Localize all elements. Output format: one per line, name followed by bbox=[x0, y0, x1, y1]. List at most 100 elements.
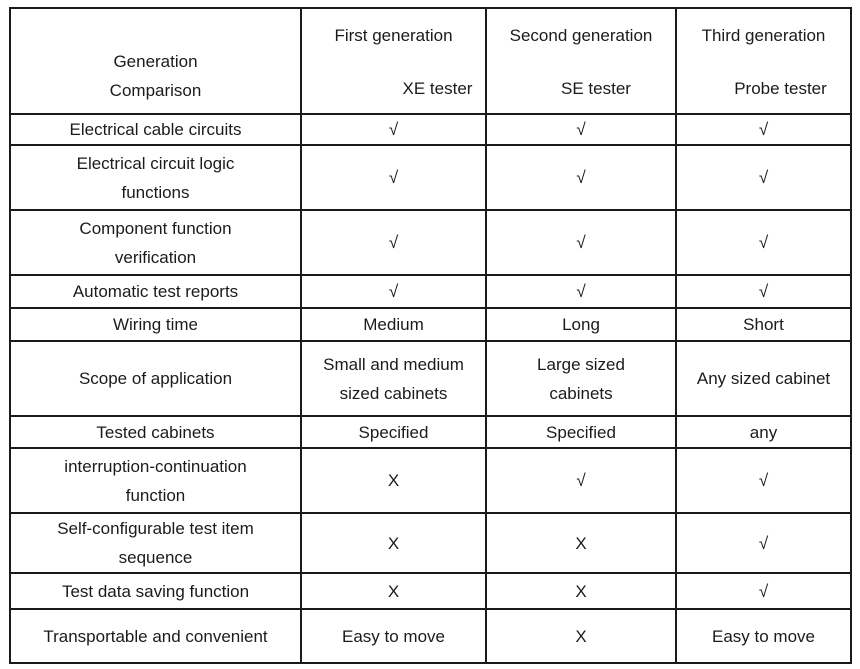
text-line: Easy to move bbox=[342, 626, 445, 646]
value-cell: X bbox=[485, 572, 677, 610]
value-cell: √ bbox=[485, 113, 677, 146]
value-cell: Large sized cabinets bbox=[485, 340, 677, 417]
generation-comparison-label: Generation Comparison bbox=[17, 17, 294, 105]
generation-name: Second generation bbox=[493, 21, 669, 50]
value-cell: √ bbox=[675, 447, 852, 514]
table-row: Component function verification √ √ √ bbox=[9, 209, 852, 276]
text-line: Specified bbox=[358, 422, 429, 442]
tester-name: Probe tester bbox=[700, 74, 849, 103]
text-line: √ bbox=[758, 533, 769, 553]
feature-cell: Test data saving function bbox=[9, 572, 302, 610]
value-cell: Small and medium sized cabinets bbox=[300, 340, 487, 417]
text-line: verification bbox=[114, 247, 197, 267]
text-line: Automatic test reports bbox=[72, 282, 239, 301]
text-line: Generation bbox=[113, 52, 198, 71]
header-third-generation: Third generation Probe tester bbox=[675, 7, 852, 115]
value-cell: √ bbox=[485, 209, 677, 276]
text-line: √ bbox=[576, 120, 586, 139]
value-cell: X bbox=[300, 512, 487, 574]
text-line: √ bbox=[576, 471, 586, 490]
text-line: sized cabinets bbox=[339, 383, 448, 403]
feature-cell: Automatic test reports bbox=[9, 274, 302, 309]
text-line: cabinets bbox=[549, 383, 613, 403]
text-line: √ bbox=[388, 168, 399, 187]
text-line: Any sized cabinet bbox=[696, 369, 831, 388]
text-line: √ bbox=[388, 282, 399, 301]
value-cell: √ bbox=[675, 209, 852, 276]
value-cell: √ bbox=[300, 113, 487, 146]
table-row: Automatic test reports √ √ √ bbox=[9, 274, 852, 309]
value-cell: Easy to move bbox=[675, 608, 852, 664]
value-cell: Any sized cabinet bbox=[675, 340, 852, 417]
text-line: √ bbox=[758, 120, 769, 139]
table-row: Electrical cable circuits √ √ √ bbox=[9, 113, 852, 146]
text-line: Large sized bbox=[537, 354, 625, 374]
text-line: X bbox=[387, 471, 400, 490]
value-cell: Easy to move bbox=[300, 608, 487, 664]
value-cell: √ bbox=[300, 144, 487, 211]
text-line: Probe tester bbox=[734, 79, 827, 98]
value-cell: Long bbox=[485, 307, 677, 342]
feature-cell: Component function verification bbox=[9, 209, 302, 276]
text-line: Test data saving function bbox=[61, 581, 250, 601]
table-row: Self-configurable test item sequence X X √ bbox=[9, 512, 852, 574]
header-generation-comparison: Generation Comparison bbox=[9, 7, 302, 115]
feature-cell: Transportable and convenient bbox=[9, 608, 302, 664]
value-cell: Medium bbox=[300, 307, 487, 342]
generation-header: Third generation Probe tester bbox=[683, 10, 844, 112]
text-line: √ bbox=[576, 282, 586, 301]
comparison-table-container: Generation Comparison First generation XE t… bbox=[9, 7, 852, 664]
text-line: Short bbox=[743, 315, 784, 334]
value-cell: Specified bbox=[300, 415, 487, 449]
value-cell: X bbox=[300, 447, 487, 514]
text-line: Long bbox=[562, 315, 600, 334]
text-line: Electrical cable circuits bbox=[69, 120, 242, 139]
text-line: √ bbox=[758, 168, 769, 187]
generation-name: First generation bbox=[308, 21, 479, 50]
text-line: Scope of application bbox=[78, 369, 233, 388]
table-row: interruption-continuation function X √ √ bbox=[9, 447, 852, 514]
value-cell: Specified bbox=[485, 415, 677, 449]
value-cell: √ bbox=[675, 512, 852, 574]
text-line: XE tester bbox=[402, 79, 473, 98]
text-line: Small and medium bbox=[323, 354, 464, 374]
value-cell: √ bbox=[675, 572, 852, 610]
value-cell: Short bbox=[675, 307, 852, 342]
feature-cell: Wiring time bbox=[9, 307, 302, 342]
text-line: √ bbox=[388, 233, 399, 252]
value-cell: √ bbox=[675, 144, 852, 211]
generation-header: Second generation SE tester bbox=[493, 10, 669, 112]
text-line: √ bbox=[576, 233, 586, 252]
text-line: Transportable and convenient bbox=[43, 626, 268, 646]
table-row: Transportable and convenient Easy to move… bbox=[9, 608, 852, 664]
table-row: Wiring time Medium Long Short bbox=[9, 307, 852, 342]
text-line: function bbox=[125, 485, 186, 505]
table-row: Tested cabinets Specified Specified any bbox=[9, 415, 852, 449]
value-cell: any bbox=[675, 415, 852, 449]
text-line: √ bbox=[758, 581, 769, 601]
text-line: X bbox=[575, 581, 587, 601]
text-line: √ bbox=[576, 168, 586, 187]
text-line: Tested cabinets bbox=[96, 422, 215, 442]
feature-cell: Tested cabinets bbox=[9, 415, 302, 449]
text-line: Medium bbox=[363, 315, 424, 334]
text-line: X bbox=[387, 581, 400, 601]
table-row: Scope of application Small and medium size… bbox=[9, 340, 852, 417]
value-cell: X bbox=[485, 512, 677, 574]
generation-comparison-table: Generation Comparison First generation XE t… bbox=[9, 7, 852, 664]
value-cell: √ bbox=[485, 447, 677, 514]
text-line: X bbox=[575, 626, 587, 646]
generation-header: First generation XE tester bbox=[308, 10, 479, 112]
text-line: Easy to move bbox=[712, 626, 815, 646]
value-cell: √ bbox=[485, 144, 677, 211]
text-line: Electrical circuit logic bbox=[76, 153, 235, 173]
text-line: Third generation bbox=[701, 26, 826, 45]
text-line: First generation bbox=[334, 26, 453, 45]
text-line: √ bbox=[758, 282, 769, 301]
text-line: Second generation bbox=[509, 26, 653, 45]
table-row: Electrical circuit logic functions √ √ √ bbox=[9, 144, 852, 211]
table-row: Test data saving function X X √ bbox=[9, 572, 852, 610]
tester-name: SE tester bbox=[508, 74, 674, 103]
text-line: Self-configurable test item bbox=[57, 519, 254, 538]
feature-cell: Electrical circuit logic functions bbox=[9, 144, 302, 211]
